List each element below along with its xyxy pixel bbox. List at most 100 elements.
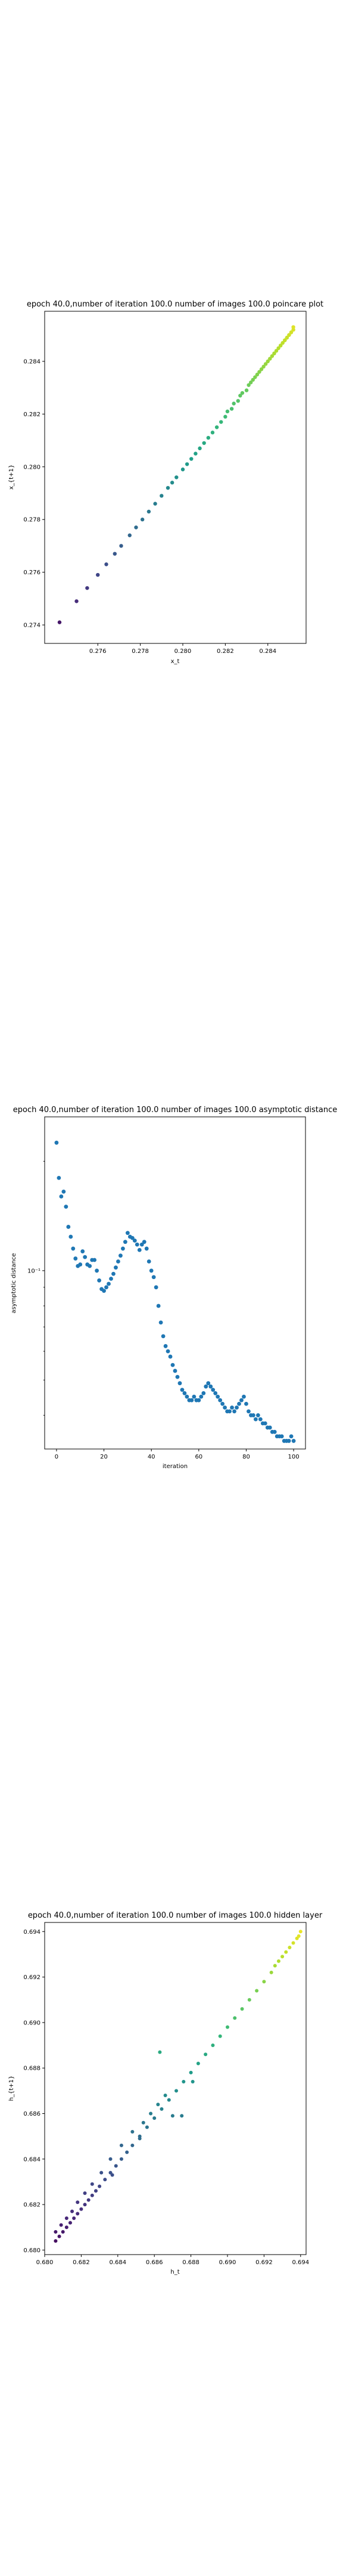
asymptotic-data-point: [232, 1409, 236, 1414]
chart-hidden-layer-x-ticks: 0.680 0.682 0.684 0.686 0.688 0.690 0.692 0.694: [36, 2255, 309, 2266]
poincare-data-point: [238, 394, 242, 398]
poincare-data-point: [127, 533, 132, 537]
asymptotic-data-point: [197, 1398, 201, 1402]
hidden-layer-data-point: [68, 2221, 72, 2225]
poincare-data-point: [113, 552, 117, 556]
hidden-layer-data-point: [145, 2125, 149, 2129]
asymptotic-data-point: [88, 1264, 92, 1268]
asymptotic-data-point: [239, 1398, 244, 1402]
asymptotic-data-point: [95, 1268, 99, 1273]
hidden-layer-data-point: [125, 2150, 129, 2154]
y-tick-label: 0.682: [23, 2202, 40, 2209]
hidden-layer-data-point: [167, 2098, 171, 2102]
asymptotic-data-point: [253, 1417, 258, 1422]
hidden-layer-data-point: [61, 2230, 65, 2234]
poincare-data-point: [266, 359, 270, 364]
x-tick-label: 60: [195, 1454, 202, 1460]
chart-hidden-layer-title: epoch 40.0,number of iteration 100.0 num…: [28, 1911, 323, 1920]
x-tick-label: 0.684: [109, 2259, 126, 2266]
asymptotic-data-point: [199, 1394, 204, 1399]
asymptotic-data-point: [61, 1189, 66, 1194]
asymptotic-data-point: [144, 1246, 149, 1251]
asymptotic-data-point: [116, 1259, 120, 1264]
poincare-data-point: [276, 346, 280, 351]
hidden-layer-data-point: [170, 2114, 174, 2118]
poincare-data-point: [236, 399, 240, 403]
asymptotic-data-point: [135, 1242, 139, 1247]
hidden-layer-data-point: [149, 2111, 153, 2116]
asymptotic-data-point: [139, 1242, 144, 1247]
x-tick-label: 0.282: [217, 648, 234, 655]
asymptotic-data-point: [247, 1409, 251, 1414]
asymptotic-data-point: [170, 1363, 175, 1367]
hidden-layer-data-point: [99, 2171, 104, 2175]
hidden-layer-data-point: [273, 1964, 277, 1968]
asymptotic-data-point: [146, 1259, 151, 1264]
y-tick-label: 0.684: [23, 2156, 40, 2163]
asymptotic-data-point: [272, 1429, 277, 1434]
hidden-layer-data-point: [225, 2025, 229, 2029]
asymptotic-data-point: [258, 1417, 263, 1422]
chart-hidden-layer: epoch 40.0,number of iteration 100.0 num…: [8, 1911, 323, 2275]
x-tick-label: 20: [100, 1454, 108, 1460]
hidden-layer-data-point: [158, 2050, 162, 2054]
hidden-layer-data-point: [90, 2193, 94, 2197]
x-tick-label: 0.278: [132, 648, 149, 655]
asymptotic-data-point: [289, 1434, 294, 1439]
chart-hidden-layer-axes-frame: [44, 1922, 307, 2255]
asymptotic-data-point: [185, 1394, 189, 1399]
asymptotic-data-point: [80, 1249, 85, 1253]
asymptotic-data-point: [216, 1394, 220, 1399]
poincare-data-point: [257, 370, 261, 374]
y-tick-label: 0.282: [23, 411, 40, 418]
chart-poincare-title: epoch 40.0,number of iteration 100.0 num…: [27, 300, 323, 309]
hidden-layer-data-point: [276, 1959, 280, 1963]
hidden-layer-data-point: [269, 1970, 273, 1974]
poincare-data-point: [189, 457, 194, 461]
asymptotic-data-point: [114, 1265, 118, 1270]
poincare-data-point: [280, 340, 285, 345]
asymptotic-data-point: [161, 1334, 166, 1339]
poincare-data-point: [247, 383, 251, 387]
x-tick-label: 0.694: [292, 2259, 309, 2266]
hidden-layer-data-point: [160, 2107, 164, 2111]
poincare-data-point: [240, 391, 245, 395]
x-tick-label: 0: [55, 1454, 58, 1460]
asymptotic-data-point: [163, 1344, 168, 1348]
asymptotic-data-point: [111, 1271, 116, 1276]
asymptotic-data-point: [244, 1401, 248, 1406]
hidden-layer-data-point: [163, 2093, 167, 2097]
poincare-data-point: [140, 518, 145, 522]
x-tick-label: 0.680: [36, 2259, 54, 2266]
asymptotic-data-point: [291, 1439, 296, 1443]
asymptotic-data-point: [267, 1425, 272, 1430]
asymptotic-data-point: [235, 1405, 239, 1410]
hidden-layer-data-point: [76, 2200, 80, 2205]
poincare-data-point: [249, 380, 253, 385]
asymptotic-data-point: [57, 1175, 61, 1180]
asymptotic-data-point: [156, 1304, 161, 1308]
asymptotic-data-point: [71, 1246, 76, 1251]
hidden-layer-data-point: [64, 2225, 68, 2230]
chart-asymptotic-x-axis-label: iteration: [163, 1463, 188, 1470]
asymptotic-data-point: [168, 1354, 173, 1359]
poincare-data-point: [57, 620, 62, 624]
hidden-layer-data-point: [119, 2157, 123, 2161]
poincare-data-point: [283, 338, 287, 342]
poincare-data-point: [198, 446, 202, 451]
y-tick-label: 0.688: [23, 2066, 40, 2072]
poincare-data-point: [166, 485, 170, 490]
hidden-layer-data-point: [130, 2143, 135, 2147]
asymptotic-data-point: [218, 1398, 223, 1402]
hidden-layer-data-point: [255, 1989, 259, 1993]
chart-poincare-plot: epoch 40.0,number of iteration 100.0 num…: [8, 300, 323, 665]
asymptotic-data-point: [107, 1281, 111, 1286]
chart-asymptotic-y-axis-label: asymptotic distance: [11, 1253, 17, 1313]
chart-hidden-layer-y-axis-label: h_{t+1}: [8, 2076, 15, 2101]
asymptotic-data-point: [59, 1194, 64, 1199]
hidden-layer-data-point: [90, 2182, 94, 2186]
asymptotic-data-point: [149, 1268, 154, 1273]
asymptotic-data-point: [211, 1388, 216, 1392]
x-tick-label: 0.276: [89, 648, 107, 655]
